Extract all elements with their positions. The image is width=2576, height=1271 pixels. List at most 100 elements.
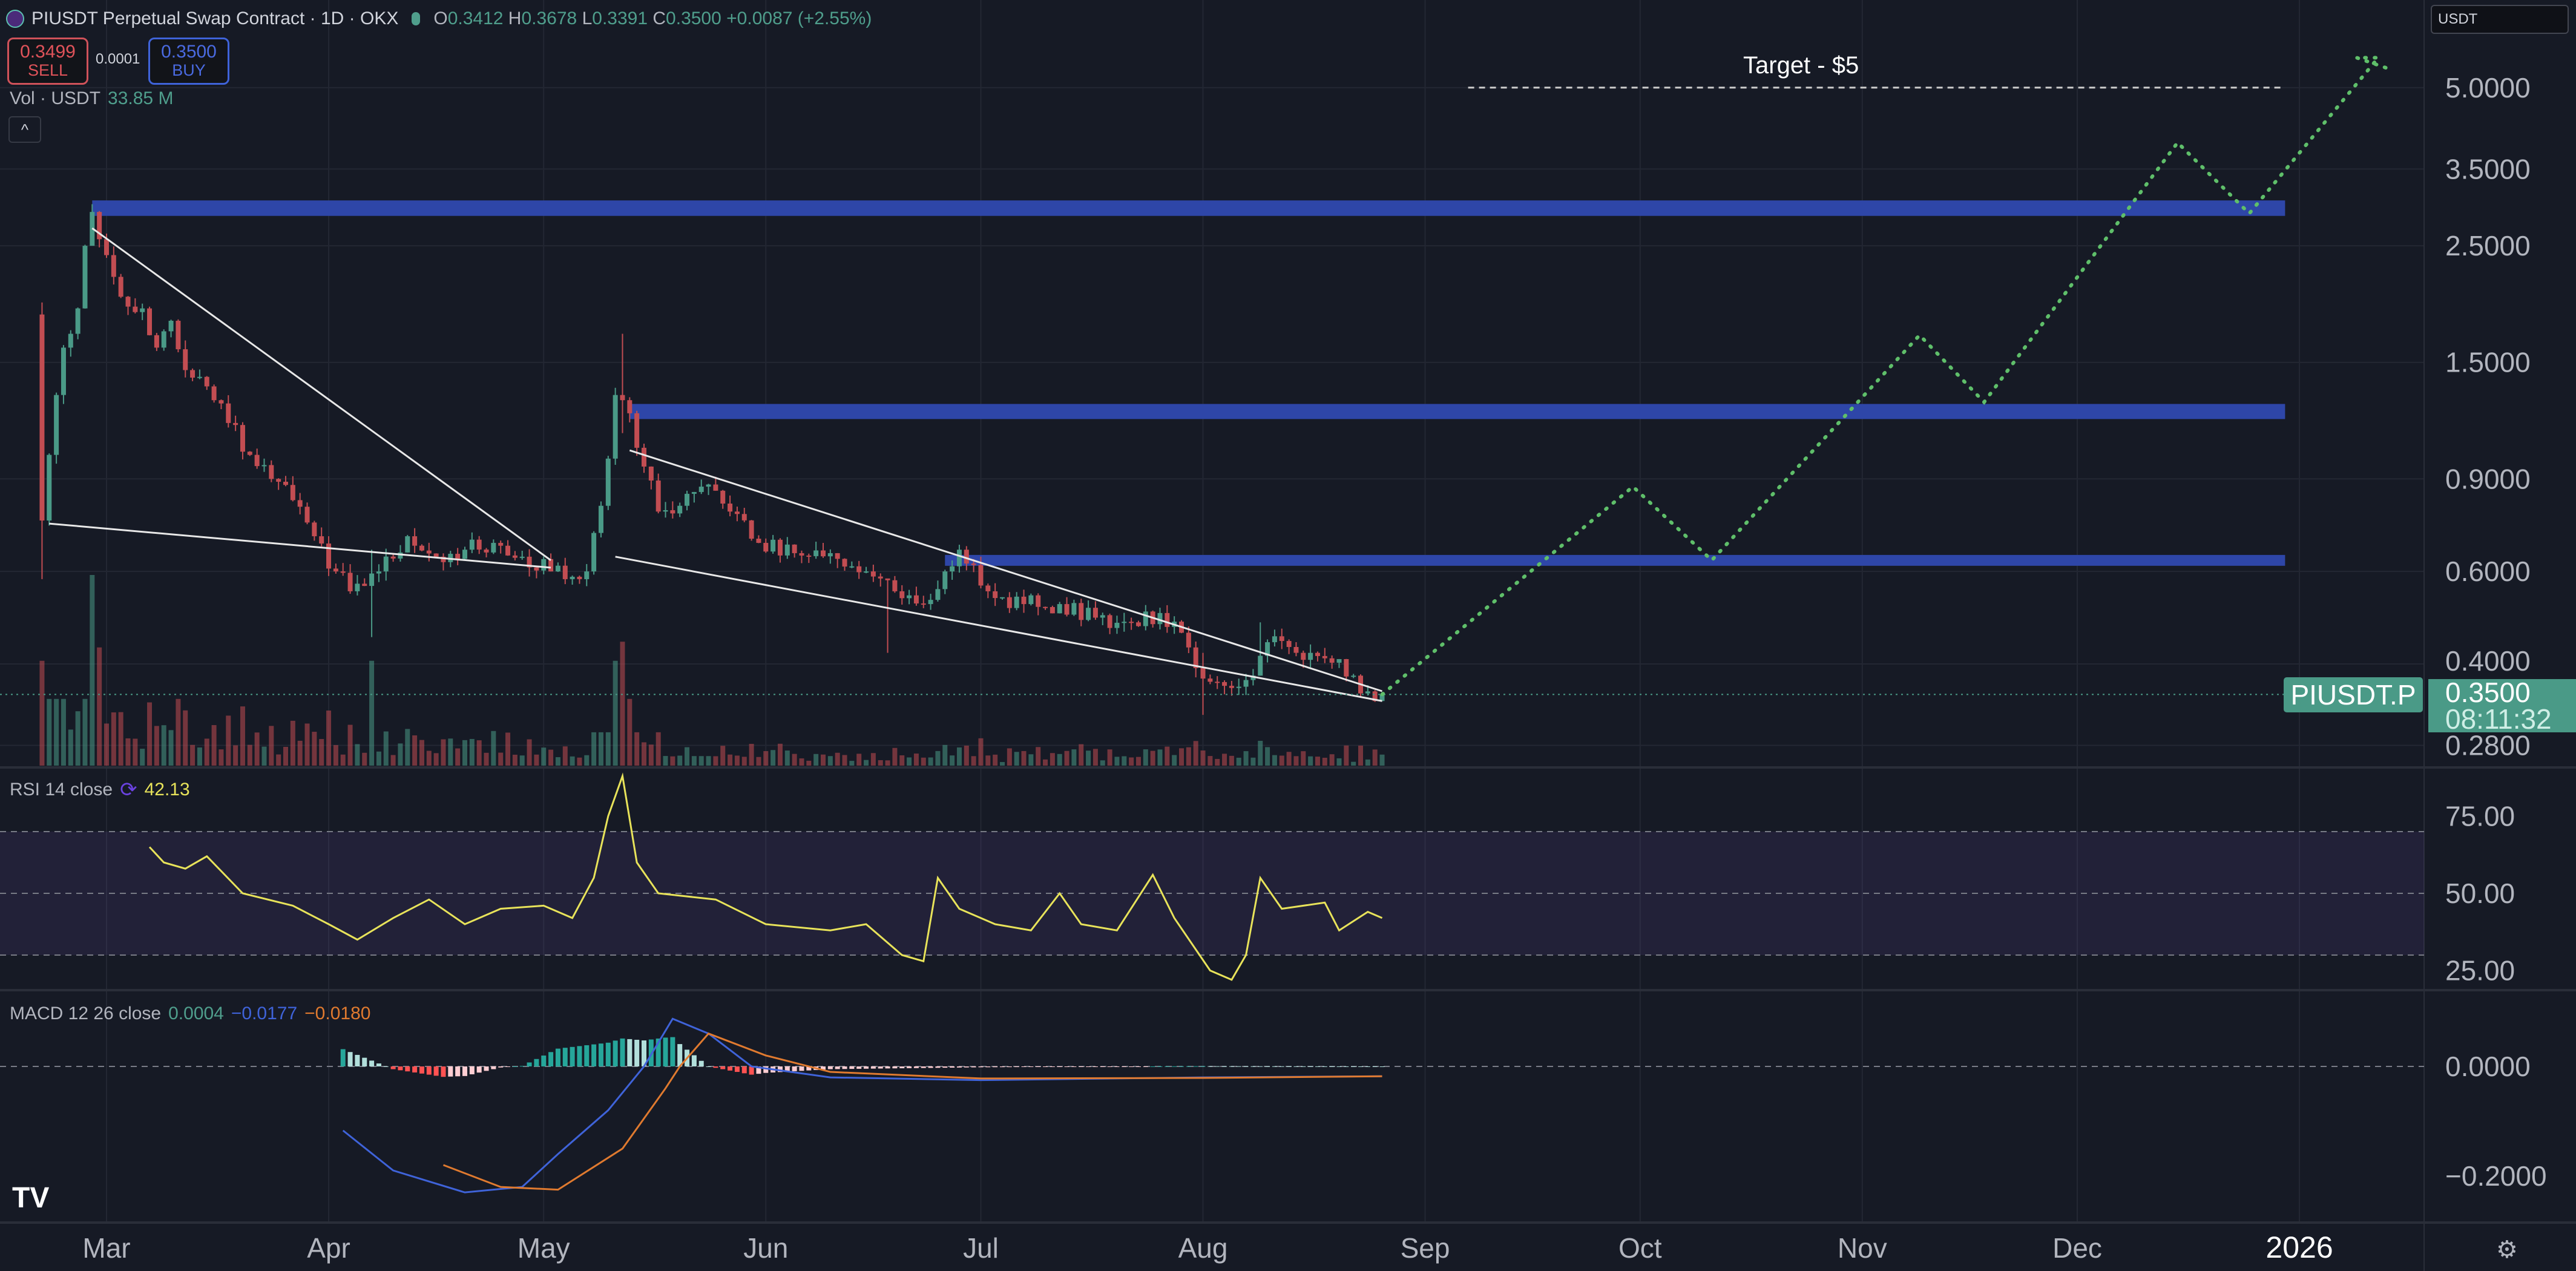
macd-histogram-bar [1272, 1066, 1277, 1067]
bar-countdown: 08:11:32 [2445, 703, 2552, 735]
price-axis-label: 0.2800 [2445, 729, 2531, 761]
volume-bar [627, 698, 632, 766]
volume-bar [799, 758, 804, 766]
macd-histogram-bar [1114, 1066, 1120, 1067]
symbol-price-tag: PIUSDT.P [2284, 677, 2423, 712]
candle-body [484, 549, 489, 553]
macd-histogram-bar [935, 1066, 941, 1068]
volume-bar [1243, 751, 1249, 766]
candle-body [534, 567, 539, 571]
candle-body [734, 511, 740, 514]
volume-bar [269, 726, 274, 766]
macd-histogram-bar [527, 1062, 532, 1066]
macd-histogram-bar [620, 1038, 625, 1066]
macd-histogram-bar [1336, 1066, 1342, 1067]
candle-body [691, 491, 697, 494]
currency-select[interactable]: USDT [2431, 5, 2569, 34]
volume-bar [82, 698, 88, 766]
candle-body [541, 559, 547, 571]
macd-histogram-bar [1344, 1066, 1349, 1067]
macd-histogram-bar [1365, 1066, 1370, 1067]
rsi-axis-label: 75.00 [2445, 801, 2515, 832]
volume-bar [792, 754, 797, 766]
tradingview-logo[interactable]: TV [12, 1182, 50, 1214]
macd-line [342, 1017, 1382, 1194]
symbol-title[interactable]: PIUSDT Perpetual Swap Contract · 1D · OK… [31, 8, 399, 28]
macd-histogram-bar [1021, 1066, 1027, 1068]
candle-body [197, 376, 202, 378]
time-axis-label: Jul [963, 1232, 999, 1264]
candle-body [591, 533, 597, 572]
macd-histogram-bar [398, 1066, 403, 1071]
candle-body [405, 536, 410, 553]
volume-bar [1129, 757, 1134, 766]
macd-histogram-bar [405, 1066, 410, 1072]
macd-histogram-bar [763, 1066, 769, 1073]
sell-button[interactable]: 0.3499 SELL [7, 38, 88, 85]
volume-bar [1365, 759, 1370, 766]
candle-body [763, 542, 769, 552]
volume-bar [304, 723, 310, 766]
macd-axis-label: 0.0000 [2445, 1051, 2531, 1082]
macd-histogram-bar [1014, 1066, 1019, 1068]
refresh-icon[interactable]: ⟳ [120, 778, 137, 801]
macd-histogram-bar [864, 1066, 869, 1069]
volume-bar [728, 754, 733, 766]
macd-histogram-bar [448, 1066, 453, 1077]
macd-histogram-bar [913, 1066, 919, 1068]
volume-bar [54, 698, 59, 766]
candle-body [878, 576, 883, 579]
macd-histogram-bar [390, 1066, 396, 1069]
rsi-line [148, 772, 1383, 981]
trendline [615, 556, 1382, 702]
volume-bar [1301, 751, 1306, 766]
buy-button[interactable]: 0.3500 BUY [148, 38, 229, 85]
macd-histogram-bar [741, 1066, 747, 1074]
macd-histogram-bar [677, 1044, 683, 1066]
candle-body [913, 595, 919, 604]
macd-histogram-bar [1293, 1066, 1299, 1067]
volume-bar [985, 755, 991, 766]
macd-histogram-bar [777, 1066, 783, 1072]
macd-histogram-bar [498, 1066, 504, 1068]
volume-bar [770, 750, 776, 766]
candle-body [870, 571, 876, 577]
price-axis-label: 2.5000 [2445, 230, 2531, 261]
macd-histogram-bar [584, 1045, 590, 1066]
volume-bar [197, 747, 202, 766]
candle-body [204, 376, 209, 387]
projection-path [1380, 56, 2394, 697]
macd-histogram-bar [728, 1066, 733, 1071]
candle-body [125, 297, 131, 307]
candle-body [512, 555, 518, 558]
volume-bar [97, 647, 102, 766]
settings-gear-icon[interactable]: ⚙ [2496, 1237, 2518, 1263]
candle-body [269, 465, 274, 479]
volume-bar [648, 744, 654, 766]
candle-body [1215, 681, 1220, 683]
candle-body [111, 255, 116, 277]
macd-histogram-bar [419, 1066, 424, 1074]
volume-bar [390, 755, 396, 766]
macd-histogram-bar [534, 1059, 539, 1066]
candle-body [663, 510, 668, 512]
candle-body [1301, 652, 1306, 660]
macd-histogram-bar [985, 1066, 991, 1068]
macd-histogram-bar [362, 1057, 367, 1066]
candle-body [75, 308, 80, 334]
macd-histogram-bar [950, 1066, 955, 1068]
volume-bar [527, 739, 532, 766]
price-axis-label: 1.5000 [2445, 347, 2531, 378]
volume-bar [562, 746, 568, 766]
macd-histogram-bar [1135, 1066, 1141, 1067]
volume-bar [61, 698, 66, 766]
volume-bars [39, 575, 1385, 766]
macd-histogram-bar [605, 1042, 611, 1066]
candle-body [1107, 615, 1112, 628]
collapse-legend-button[interactable]: ^ [8, 116, 41, 143]
candle-body [1329, 658, 1335, 663]
volume-bar [821, 754, 826, 766]
volume-bar [1336, 758, 1342, 766]
macd-histogram-bar [1028, 1066, 1034, 1067]
